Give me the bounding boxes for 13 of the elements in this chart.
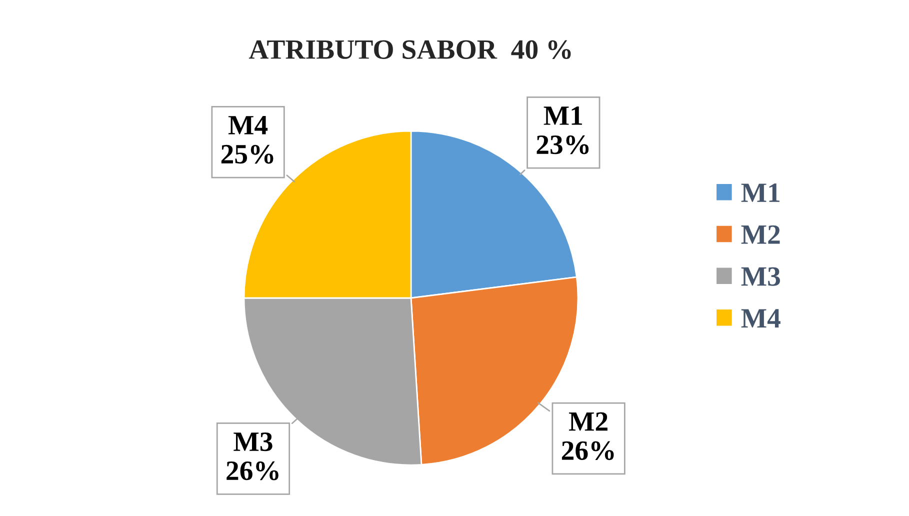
data-label: 26% (226, 461, 278, 480)
legend-label: M2 (741, 225, 780, 244)
legend-label: M4 (741, 309, 780, 328)
legend-label: M1 (741, 184, 780, 202)
slice-label: M1 (544, 106, 582, 125)
slice-label: M3 (234, 432, 272, 452)
slice-label: M4 (228, 116, 268, 134)
data-label: 26% (562, 441, 614, 460)
slice-label: M2 (568, 412, 608, 431)
legend-label: M3 (741, 267, 780, 286)
data-label: 25% (221, 144, 274, 164)
chart-title: ATRIBUTO SABOR 40 % (248, 40, 571, 60)
data-label: 23% (536, 135, 589, 154)
